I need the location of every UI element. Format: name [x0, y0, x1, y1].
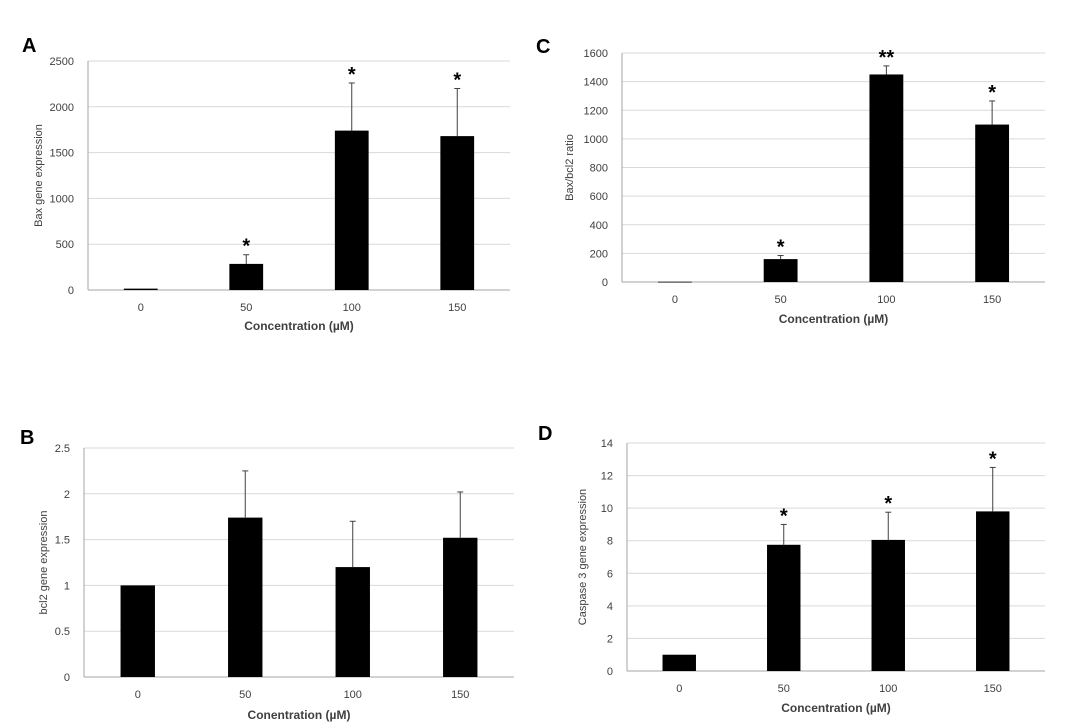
y-tick-label: 1400 — [584, 77, 608, 89]
y-tick-label: 2 — [607, 633, 613, 645]
bar — [763, 259, 798, 282]
bar — [767, 544, 801, 671]
bar — [869, 74, 904, 282]
y-tick-label: 1200 — [584, 105, 608, 117]
y-tick-label: 2 — [64, 489, 70, 501]
y-tick-label: 6 — [607, 568, 613, 580]
y-tick-label: 4 — [607, 601, 613, 613]
x-tick-label: 150 — [451, 689, 469, 701]
chart-panel-c: C 0 200 400 600 800 1000 1200 1400 1600 0 * 50 ** 100 *… — [536, 36, 1045, 326]
y-tick-label: 14 — [601, 438, 613, 450]
bar — [871, 539, 905, 671]
y-tick-label: 0 — [64, 672, 70, 684]
y-tick-label: 400 — [590, 220, 608, 232]
y-tick-label: 12 — [601, 471, 613, 483]
y-tick-label: 600 — [590, 191, 608, 203]
x-axis-label: Conentration (µM) — [248, 708, 351, 722]
bar — [657, 281, 692, 283]
y-tick-label: 800 — [590, 163, 608, 175]
bar — [976, 511, 1010, 671]
x-tick-label: 0 — [138, 302, 144, 314]
y-tick-label: 500 — [56, 239, 74, 251]
x-tick-label: 50 — [778, 683, 790, 695]
significance-marker: * — [884, 493, 892, 515]
y-tick-label: 0 — [607, 666, 613, 678]
x-tick-label: 150 — [984, 683, 1002, 695]
bar — [335, 567, 370, 677]
significance-marker: * — [780, 505, 788, 527]
bar — [662, 654, 696, 671]
y-tick-label: 2500 — [50, 56, 74, 68]
panel-label: B — [20, 427, 34, 449]
x-tick-label: 50 — [239, 689, 251, 701]
panel-label: A — [22, 35, 36, 57]
y-tick-label: 10 — [601, 503, 613, 515]
chart-panel-a: A 0 500 1000 1500 2000 2500 0 * 50 * 100 * 150 Concent… — [22, 35, 510, 333]
x-tick-label: 0 — [135, 689, 141, 701]
x-tick-label: 50 — [240, 302, 252, 314]
significance-marker: * — [453, 69, 461, 91]
x-tick-label: 150 — [448, 302, 466, 314]
significance-marker: * — [777, 237, 785, 259]
y-tick-label: 0 — [602, 277, 608, 289]
x-axis-label: Concentration (µM) — [781, 701, 891, 715]
y-tick-label: 1 — [64, 580, 70, 592]
y-tick-label: 8 — [607, 536, 613, 548]
significance-marker: * — [988, 82, 996, 104]
y-tick-label: 200 — [590, 248, 608, 260]
x-tick-label: 150 — [983, 294, 1001, 306]
significance-marker: * — [989, 448, 997, 470]
bar — [120, 585, 155, 677]
y-axis-label: Bax gene expression — [33, 124, 45, 227]
y-tick-label: 0 — [68, 285, 74, 297]
bar — [443, 537, 478, 677]
y-axis-label: Bax/bcl2 ratio — [564, 134, 576, 201]
y-tick-label: 0.5 — [55, 626, 70, 638]
y-axis-label: Caspase 3 gene expression — [577, 489, 589, 625]
y-tick-label: 2000 — [50, 102, 74, 114]
bar — [440, 136, 475, 290]
bar — [975, 124, 1010, 282]
bar — [228, 517, 263, 677]
bar — [123, 288, 158, 290]
x-axis-label: Concentration (µM) — [244, 319, 354, 333]
significance-marker: * — [348, 64, 356, 86]
significance-marker: * — [242, 236, 250, 258]
y-tick-label: 2.5 — [55, 443, 70, 455]
chart-panel-b: B 0 0.5 1 1.5 2 2.5 0 50 100 150 Conentration (µM) b… — [20, 427, 514, 722]
x-tick-label: 100 — [879, 683, 897, 695]
x-tick-label: 50 — [775, 294, 787, 306]
panel-label: C — [536, 36, 550, 58]
y-tick-label: 1.5 — [55, 535, 70, 547]
y-tick-label: 1000 — [584, 134, 608, 146]
significance-marker: ** — [879, 47, 895, 69]
x-tick-label: 0 — [672, 294, 678, 306]
x-tick-label: 0 — [676, 683, 682, 695]
chart-panel-d: D 0 2 4 6 8 10 12 14 0 * 50 * 100 * 150 Concentration (µ… — [538, 423, 1045, 715]
y-axis-label: bcl2 gene expression — [38, 511, 50, 615]
y-tick-label: 1000 — [50, 193, 74, 205]
bar — [334, 130, 369, 290]
bar — [229, 263, 264, 290]
panel-label: D — [538, 423, 552, 445]
x-tick-label: 100 — [344, 689, 362, 701]
y-tick-label: 1600 — [584, 48, 608, 60]
x-axis-label: Concentration (µM) — [779, 312, 889, 326]
x-tick-label: 100 — [343, 302, 361, 314]
y-tick-label: 1500 — [50, 148, 74, 160]
x-tick-label: 100 — [877, 294, 895, 306]
